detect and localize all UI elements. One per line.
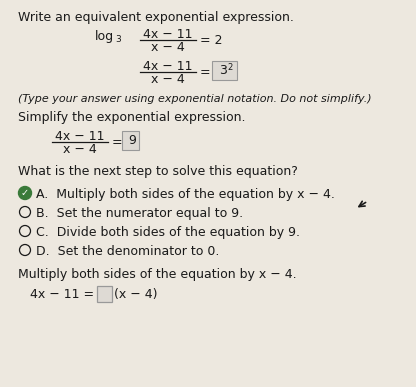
Text: =: =: [200, 66, 215, 79]
FancyBboxPatch shape: [97, 286, 112, 302]
Text: (x − 4): (x − 4): [114, 288, 158, 301]
Text: 9: 9: [128, 134, 136, 147]
Text: x − 4: x − 4: [151, 41, 185, 54]
Text: ✓: ✓: [21, 188, 29, 198]
Text: log: log: [95, 30, 114, 43]
Text: 2: 2: [227, 63, 232, 72]
Text: B.  Set the numerator equal to 9.: B. Set the numerator equal to 9.: [36, 207, 243, 220]
Text: x − 4: x − 4: [63, 143, 97, 156]
Text: C.  Divide both sides of the equation by 9.: C. Divide both sides of the equation by …: [36, 226, 300, 239]
Text: =: =: [112, 136, 126, 149]
Text: 3: 3: [219, 64, 227, 77]
FancyBboxPatch shape: [211, 60, 237, 79]
FancyBboxPatch shape: [121, 130, 139, 149]
Text: 4x − 11: 4x − 11: [143, 28, 193, 41]
Text: What is the next step to solve this equation?: What is the next step to solve this equa…: [18, 165, 298, 178]
Text: 4x − 11: 4x − 11: [55, 130, 105, 143]
Text: A.  Multiply both sides of the equation by x − 4.: A. Multiply both sides of the equation b…: [36, 188, 335, 201]
Text: = 2: = 2: [200, 34, 223, 47]
Text: Write an equivalent exponential expression.: Write an equivalent exponential expressi…: [18, 11, 294, 24]
Text: 4x − 11 =: 4x − 11 =: [30, 288, 94, 301]
Text: 4x − 11: 4x − 11: [143, 60, 193, 73]
Text: (Type your answer using exponential notation. Do not simplify.): (Type your answer using exponential nota…: [18, 94, 371, 104]
Text: x − 4: x − 4: [151, 73, 185, 86]
Circle shape: [18, 187, 32, 200]
Text: D.  Set the denominator to 0.: D. Set the denominator to 0.: [36, 245, 219, 258]
Text: Multiply both sides of the equation by x − 4.: Multiply both sides of the equation by x…: [18, 268, 297, 281]
Text: 3: 3: [115, 35, 121, 44]
Text: Simplify the exponential expression.: Simplify the exponential expression.: [18, 111, 245, 124]
